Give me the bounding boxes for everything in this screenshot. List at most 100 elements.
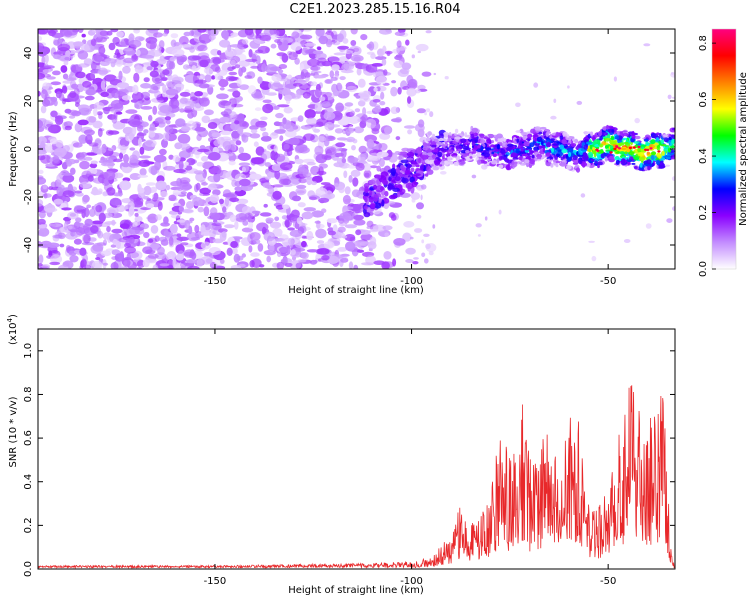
heatmap-cell <box>143 77 150 83</box>
heatmap-cell <box>104 221 117 225</box>
heatmap-cell <box>109 197 122 206</box>
heatmap-cell <box>368 190 373 197</box>
heatmap-cell <box>122 126 134 135</box>
heatmap-cell <box>343 60 355 71</box>
heatmap-cell <box>641 146 644 150</box>
heatmap-cell <box>147 253 159 259</box>
heatmap-cell <box>147 237 157 244</box>
heatmap-cell <box>340 148 347 159</box>
heatmap-cell <box>42 82 50 90</box>
heatmap-cell <box>364 172 370 178</box>
colorbar-scale <box>712 29 736 269</box>
heatmap-cell <box>348 261 354 269</box>
heatmap-cell <box>421 71 432 77</box>
heatmap-cell <box>198 83 210 89</box>
heatmap-cell <box>97 230 104 239</box>
heatmap-cell <box>516 138 520 143</box>
heatmap-cell <box>243 44 249 49</box>
heatmap-cell <box>148 130 156 138</box>
heatmap-cell <box>390 86 398 97</box>
heatmap-cell <box>270 82 284 91</box>
heatmap-cell <box>515 102 521 108</box>
heatmap-cell <box>111 256 119 261</box>
heatmap-cell <box>639 162 643 168</box>
heatmap-cell <box>280 258 293 263</box>
heatmap-cell <box>179 91 191 97</box>
heatmap-cell <box>341 157 346 164</box>
heatmap-cell <box>609 140 616 145</box>
heatmap-cell <box>160 190 168 198</box>
heatmap-cell <box>78 134 88 144</box>
heatmap-cell <box>350 29 358 35</box>
heatmap-cell <box>316 248 330 255</box>
heatmap-cell <box>273 145 278 153</box>
heatmap-cell <box>279 123 285 133</box>
heatmap-cell <box>310 65 321 71</box>
heatmap-cell <box>525 147 529 151</box>
heatmap-cell <box>219 198 224 205</box>
heatmap-cell <box>66 245 71 252</box>
heatmap-cell <box>301 211 314 220</box>
heatmap-cell <box>381 58 387 66</box>
heatmap-cell <box>469 156 473 159</box>
heatmap-cell <box>49 261 61 266</box>
x-tick-label: -100 <box>400 576 423 587</box>
heatmap-cell <box>394 176 401 182</box>
heatmap-cell <box>342 38 349 44</box>
y-tick-label: 0.8 <box>23 387 34 403</box>
heatmap-cell <box>404 163 408 167</box>
heatmap-cell <box>352 138 358 144</box>
heatmap-cell <box>395 136 401 141</box>
heatmap-cell <box>132 84 139 94</box>
heatmap-cell <box>288 51 298 61</box>
heatmap-cell <box>168 194 177 201</box>
heatmap-cell <box>374 202 382 209</box>
heatmap-cell <box>670 72 675 78</box>
heatmap-cell <box>277 69 284 74</box>
heatmap-cell <box>672 206 675 212</box>
heatmap-cell <box>593 139 601 144</box>
heatmap-cell <box>400 159 409 164</box>
heatmap-cell <box>270 33 278 40</box>
heatmap-cell <box>150 39 157 45</box>
heatmap-cell <box>177 133 191 144</box>
heatmap-cell <box>360 156 366 162</box>
heatmap-cell <box>390 214 397 221</box>
heatmap-cell <box>282 204 290 210</box>
heatmap-cell <box>277 104 290 108</box>
line-y-axis-label: SNR (10 * v/v) <box>8 396 19 467</box>
heatmap-cell <box>90 38 97 46</box>
heatmap-cell <box>180 191 187 195</box>
heatmap-cell <box>217 50 222 56</box>
heatmap-cell <box>279 135 284 142</box>
heatmap-cell <box>668 136 672 141</box>
heatmap-cell <box>631 162 636 165</box>
heatmap-cell <box>208 151 221 161</box>
heatmap-cell <box>241 206 252 214</box>
heatmap-cell <box>230 241 239 248</box>
heatmap-cell <box>550 138 555 141</box>
heatmap-cell <box>163 165 176 171</box>
heatmap-cell <box>519 140 523 145</box>
heatmap-cell <box>503 137 507 142</box>
heatmap-cell <box>468 136 472 140</box>
heatmap-cell <box>483 136 488 140</box>
heatmap-cell <box>405 247 416 255</box>
heatmap-cell <box>201 155 209 162</box>
heatmap-cell <box>583 144 588 150</box>
heatmap-cell <box>93 102 105 110</box>
heatmap-cell <box>442 138 449 142</box>
heatmap-cell <box>72 142 83 148</box>
heatmap-cell <box>58 92 65 101</box>
heatmap-cell <box>623 141 629 145</box>
heatmap-cell <box>241 237 252 247</box>
heatmap-cell <box>47 242 60 248</box>
heatmap-cell <box>309 111 316 117</box>
heatmap-cell <box>401 177 409 184</box>
heatmap-cell <box>253 238 261 245</box>
heatmap-cell <box>295 187 307 196</box>
heatmap-cell <box>175 253 184 261</box>
heatmap-cell <box>233 253 241 263</box>
heatmap-cell <box>194 79 207 84</box>
